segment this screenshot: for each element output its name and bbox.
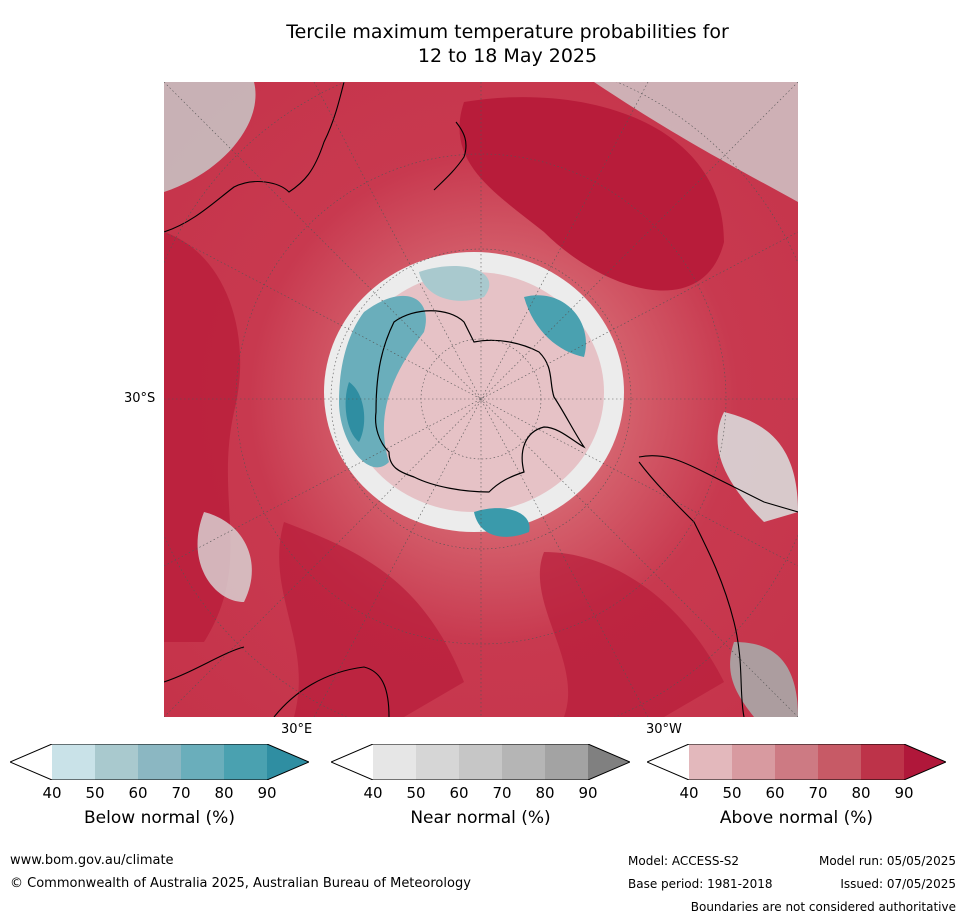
- near-normal-region: [197, 512, 252, 602]
- africa-coastline: [164, 646, 390, 717]
- footer-issued: Issued: 07/05/2025: [840, 877, 956, 891]
- colorbar-segment: [459, 744, 502, 780]
- colorbar-tick-label: 60: [765, 784, 785, 802]
- colorbar-title: Above normal (%): [719, 808, 874, 828]
- map-title-line-2: 12 to 18 May 2025: [417, 45, 598, 67]
- colorbar-segment: [545, 744, 588, 780]
- colorbar-tick-label: 40: [42, 784, 62, 802]
- colorbar-segment: [224, 744, 267, 780]
- below-normal-region: [345, 382, 365, 442]
- colorbar-segment: [689, 744, 732, 780]
- colorbar-segment: [775, 744, 818, 780]
- new-zealand-coastline: [433, 121, 467, 191]
- map-title-line-1: Tercile maximum temperature probabilitie…: [286, 21, 729, 43]
- colorbar-segment: [181, 744, 224, 780]
- colorbar-tick-label: 60: [128, 784, 148, 802]
- map-title: Tercile maximum temperature probabilitie…: [0, 20, 965, 68]
- colorbar-tick-label: 50: [85, 784, 105, 802]
- footer-base-period: Base period: 1981-2018: [628, 877, 773, 891]
- colorbar-max-extend: [588, 744, 630, 780]
- footer-copyright: © Commonwealth of Australia 2025, Austra…: [10, 876, 471, 891]
- colorbar-1: [10, 744, 309, 780]
- near-normal-region: [730, 642, 798, 717]
- colorbar-segment: [52, 744, 95, 780]
- colorbar-min-extend: [10, 744, 52, 780]
- colorbar-3: [647, 744, 946, 780]
- longitude-label-30w: 30°W: [646, 722, 682, 737]
- colorbar-tick-label: 40: [363, 784, 383, 802]
- near-normal-region: [164, 82, 256, 192]
- colorbar-segment: [416, 744, 459, 780]
- colorbar-2: [331, 744, 630, 780]
- antarctica-coastline: [374, 310, 586, 493]
- colorbar-segment: [818, 744, 861, 780]
- south-america-coastline: [638, 455, 798, 717]
- footer-model-run: Model run: 05/05/2025: [818, 854, 956, 868]
- colorbar-title: Below normal (%): [84, 808, 235, 828]
- near-normal-region: [717, 412, 798, 522]
- latitude-label-30s: 30°S: [124, 391, 156, 406]
- colorbar-segment: [138, 744, 181, 780]
- colorbar-tick-label: 90: [578, 784, 598, 802]
- above-normal-region: [539, 552, 724, 717]
- footer-disclaimer: Boundaries are not considered authoritat…: [690, 900, 956, 914]
- colorbar-tick-label: 90: [894, 784, 914, 802]
- colorbar-tick-label: 70: [492, 784, 512, 802]
- probability-map-graphic: [164, 82, 798, 717]
- above-normal-region: [459, 97, 724, 291]
- colorbar-tick-label: 80: [851, 784, 871, 802]
- colorbar-max-extend: [267, 744, 309, 780]
- colorbar-segment: [95, 744, 138, 780]
- colorbar-title: Near normal (%): [410, 808, 551, 828]
- above-normal-region: [279, 522, 464, 717]
- colorbar-segment: [861, 744, 904, 780]
- colorbar-min-extend: [647, 744, 689, 780]
- colorbar-tick-label: 40: [679, 784, 699, 802]
- colorbar-max-extend: [904, 744, 946, 780]
- colorbar-segment: [732, 744, 775, 780]
- australia-coastline: [164, 82, 345, 233]
- probability-map: [164, 82, 798, 717]
- colorbar-segment: [373, 744, 416, 780]
- colorbar-tick-label: 90: [257, 784, 277, 802]
- footer-url: www.bom.gov.au/climate: [10, 853, 174, 868]
- longitude-label-30e: 30°E: [281, 722, 313, 737]
- footer-model: Model: ACCESS-S2: [628, 854, 740, 868]
- colorbar-tick-label: 60: [449, 784, 469, 802]
- colorbar-tick-label: 70: [808, 784, 828, 802]
- colorbar-min-extend: [331, 744, 373, 780]
- below-normal-region: [419, 266, 490, 301]
- below-normal-region: [524, 295, 586, 357]
- graticule: [164, 82, 798, 717]
- colorbar-segment: [502, 744, 545, 780]
- colorbar-tick-label: 80: [214, 784, 234, 802]
- colorbar-tick-label: 70: [171, 784, 191, 802]
- near-normal-region: [594, 82, 798, 202]
- colorbar-tick-label: 80: [535, 784, 555, 802]
- below-normal-region: [474, 508, 530, 537]
- colorbar-tick-label: 50: [406, 784, 426, 802]
- colorbar-tick-label: 50: [722, 784, 742, 802]
